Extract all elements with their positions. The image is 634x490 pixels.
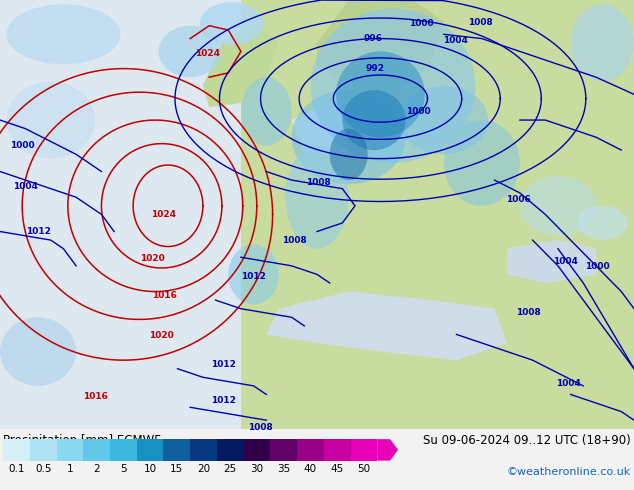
- Text: 1000: 1000: [11, 141, 35, 150]
- Bar: [83, 439, 110, 461]
- Text: ©weatheronline.co.uk: ©weatheronline.co.uk: [507, 466, 631, 477]
- Ellipse shape: [330, 128, 368, 180]
- Text: 45: 45: [330, 464, 344, 474]
- Ellipse shape: [571, 4, 634, 81]
- Bar: [270, 439, 297, 461]
- Text: 1024: 1024: [195, 49, 221, 58]
- Ellipse shape: [342, 90, 406, 150]
- Text: 1016: 1016: [82, 392, 108, 401]
- Text: 1012: 1012: [211, 396, 236, 405]
- Text: 5: 5: [120, 464, 127, 474]
- Ellipse shape: [311, 8, 476, 163]
- Text: 25: 25: [224, 464, 237, 474]
- Bar: [351, 439, 377, 461]
- Text: 1016: 1016: [152, 292, 178, 300]
- Polygon shape: [292, 103, 368, 154]
- Text: 20: 20: [197, 464, 210, 474]
- Text: 996: 996: [363, 34, 382, 43]
- Text: 0.5: 0.5: [35, 464, 51, 474]
- Bar: [3, 439, 30, 461]
- Text: 1008: 1008: [516, 309, 541, 318]
- Text: 1004: 1004: [13, 182, 38, 191]
- Ellipse shape: [228, 245, 279, 304]
- Text: 0.1: 0.1: [8, 464, 25, 474]
- Ellipse shape: [158, 25, 222, 77]
- Text: 1012: 1012: [25, 227, 51, 236]
- Bar: [217, 439, 243, 461]
- Text: 992: 992: [366, 64, 385, 73]
- Bar: [243, 439, 270, 461]
- Bar: [30, 439, 56, 461]
- Text: 50: 50: [358, 464, 370, 474]
- Text: 1000: 1000: [410, 19, 434, 28]
- Ellipse shape: [6, 81, 95, 159]
- Bar: [56, 439, 83, 461]
- Text: 1004: 1004: [553, 257, 578, 266]
- Text: 1008: 1008: [282, 236, 307, 245]
- Ellipse shape: [520, 176, 596, 236]
- Text: 1000: 1000: [406, 107, 430, 116]
- Text: 40: 40: [304, 464, 317, 474]
- Text: 1004: 1004: [443, 36, 468, 45]
- Ellipse shape: [241, 77, 292, 146]
- Bar: [110, 439, 137, 461]
- Bar: [190, 439, 217, 461]
- Text: Precipitation [mm] ECMWF: Precipitation [mm] ECMWF: [3, 434, 161, 447]
- Text: 1012: 1012: [241, 272, 266, 281]
- Bar: [137, 439, 164, 461]
- Polygon shape: [507, 240, 596, 283]
- Ellipse shape: [200, 2, 263, 45]
- Text: 15: 15: [170, 464, 183, 474]
- Ellipse shape: [6, 4, 120, 64]
- Bar: [0, 0, 241, 429]
- Ellipse shape: [292, 90, 406, 184]
- Text: 1020: 1020: [149, 331, 174, 340]
- FancyArrow shape: [377, 439, 398, 461]
- Ellipse shape: [399, 86, 488, 154]
- Bar: [235, 0, 634, 429]
- Polygon shape: [317, 0, 444, 94]
- Text: 1008: 1008: [468, 18, 493, 27]
- Text: 1008: 1008: [247, 423, 273, 432]
- Text: 2: 2: [93, 464, 100, 474]
- Text: 1008: 1008: [306, 178, 331, 187]
- Bar: [297, 439, 324, 461]
- Text: 1004: 1004: [555, 379, 581, 388]
- Text: 1000: 1000: [585, 262, 609, 271]
- Ellipse shape: [336, 51, 425, 137]
- Polygon shape: [266, 292, 507, 360]
- Text: 30: 30: [250, 464, 264, 474]
- Bar: [324, 439, 351, 461]
- Text: 1024: 1024: [151, 210, 176, 219]
- Text: 1020: 1020: [139, 254, 165, 263]
- Text: 35: 35: [277, 464, 290, 474]
- Text: Su 09-06-2024 09..12 UTC (18+90): Su 09-06-2024 09..12 UTC (18+90): [423, 434, 631, 447]
- Ellipse shape: [0, 318, 76, 386]
- Ellipse shape: [577, 206, 628, 240]
- Text: 1: 1: [67, 464, 74, 474]
- Ellipse shape: [285, 146, 349, 248]
- Text: 1012: 1012: [210, 360, 236, 369]
- Text: 1006: 1006: [506, 195, 531, 204]
- Bar: [164, 439, 190, 461]
- Text: 10: 10: [143, 464, 157, 474]
- Polygon shape: [203, 22, 279, 107]
- Ellipse shape: [444, 120, 520, 206]
